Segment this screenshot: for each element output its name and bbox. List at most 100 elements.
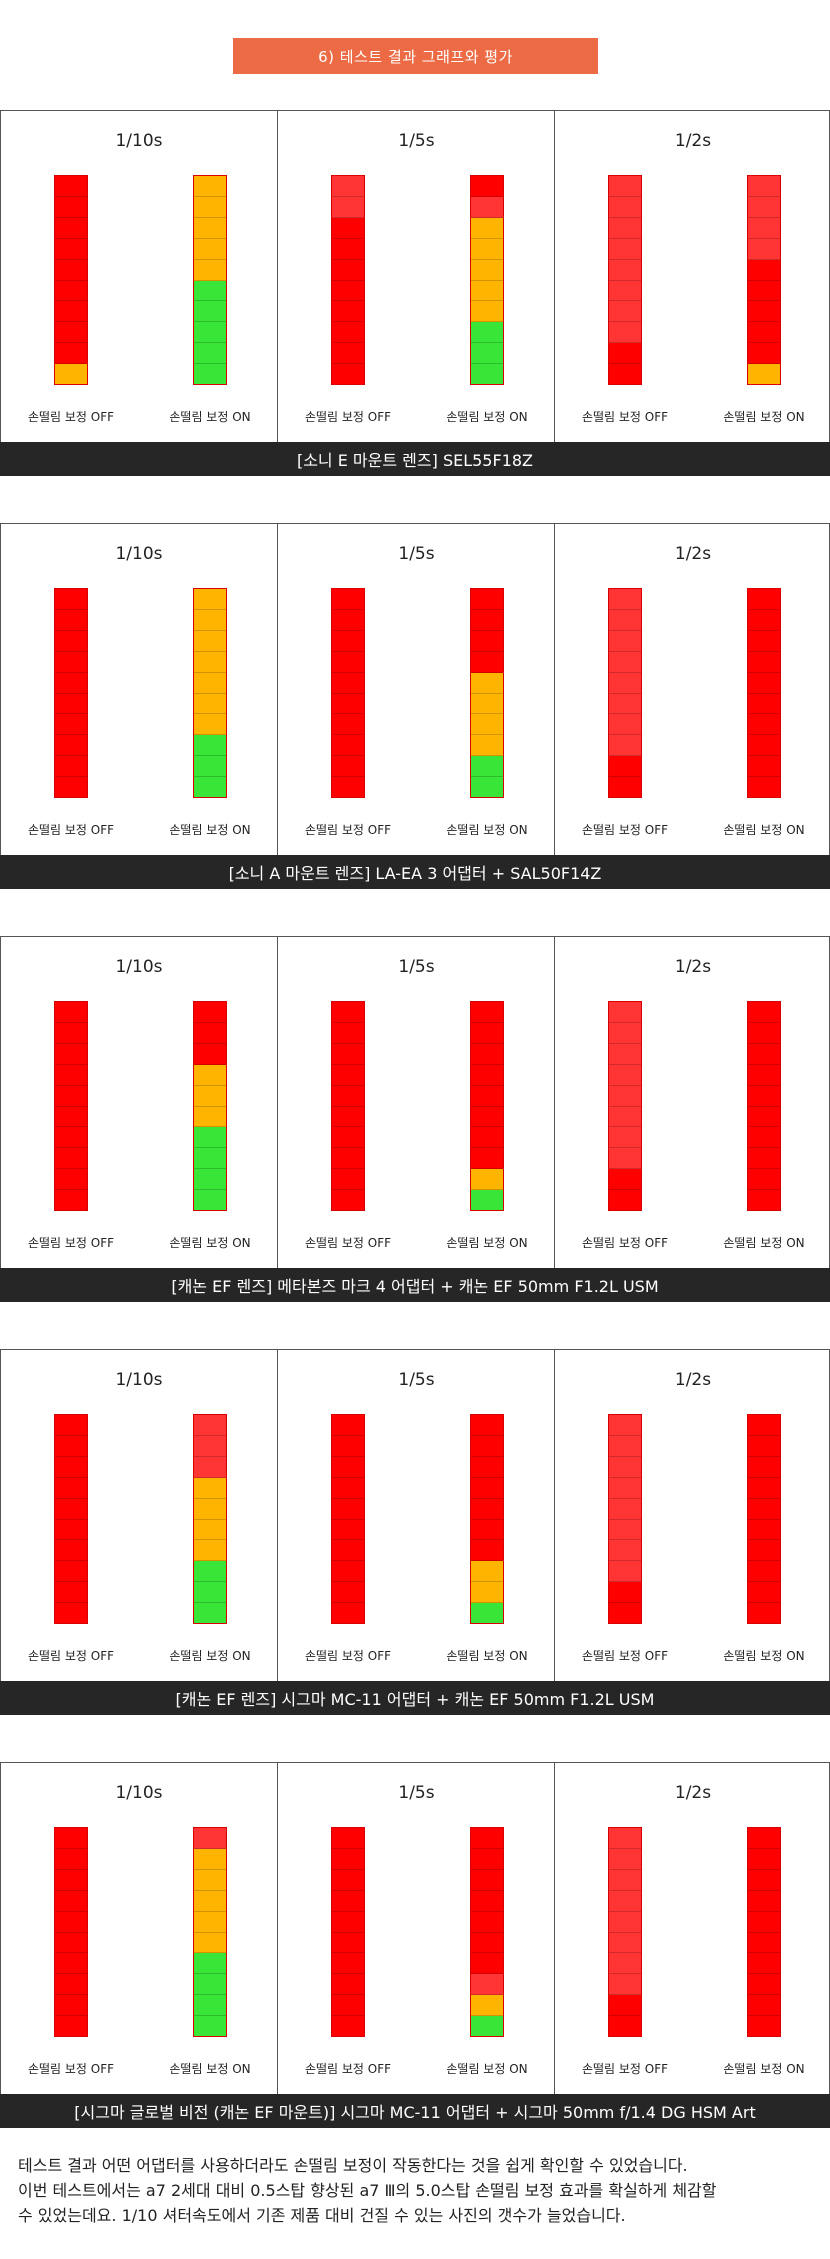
result-segment <box>748 1085 780 1107</box>
result-segment <box>609 322 641 344</box>
result-segment <box>194 693 226 715</box>
result-segment <box>609 651 641 673</box>
result-segment <box>609 1064 641 1086</box>
stabilization-off-bar <box>54 1827 88 2037</box>
result-segment <box>471 259 503 281</box>
shutter-speed-panel: 1/10s 손떨림 보정 OFF 손떨림 보정 ON <box>1 111 277 443</box>
result-segment <box>194 2016 226 2037</box>
result-segment <box>609 1435 641 1457</box>
stabilization-on-bar <box>193 1001 227 1211</box>
result-segment <box>471 176 503 197</box>
result-segment <box>471 322 503 344</box>
result-segment <box>609 343 641 365</box>
stabilization-on-bar <box>747 588 781 798</box>
result-segment <box>194 777 226 798</box>
result-segment <box>55 301 87 323</box>
result-segment <box>194 609 226 631</box>
result-segment <box>55 1415 87 1436</box>
result-segment <box>194 1932 226 1954</box>
result-segment <box>194 364 226 385</box>
stabilization-off-label: 손떨림 보정 OFF <box>581 823 669 837</box>
evaluation-text: 테스트 결과 어떤 어댑터를 사용하더라도 손떨림 보정이 작동한다는 것을 쉽… <box>18 2153 818 2228</box>
result-segment <box>748 1603 780 1624</box>
stabilization-on-label: 손떨림 보정 ON <box>723 1649 805 1663</box>
result-segment <box>332 1911 364 1933</box>
shutter-speed-label: 1/5s <box>398 544 435 564</box>
lens-caption: [소니 E 마운트 렌즈] SEL55F18Z <box>0 442 830 476</box>
result-segment <box>609 1869 641 1891</box>
result-segment <box>55 1953 87 1975</box>
stabilization-on-label: 손떨림 보정 ON <box>723 1236 805 1250</box>
result-segment <box>748 609 780 631</box>
result-segment <box>332 672 364 694</box>
result-segment <box>194 322 226 344</box>
result-segment <box>748 1932 780 1954</box>
result-segment <box>748 1848 780 1870</box>
result-segment <box>471 1456 503 1478</box>
result-segment <box>748 1477 780 1499</box>
result-segment <box>55 176 87 197</box>
result-segment <box>55 1540 87 1562</box>
shutter-speed-panel: 1/10s 손떨림 보정 OFF 손떨림 보정 ON <box>1 524 277 856</box>
result-segment <box>748 1415 780 1436</box>
result-segment <box>471 1869 503 1891</box>
result-segment <box>748 1540 780 1562</box>
result-segment <box>471 1127 503 1149</box>
stabilization-off-label: 손떨림 보정 OFF <box>581 410 669 424</box>
stabilization-off-label: 손떨림 보정 OFF <box>27 1649 115 1663</box>
result-segment <box>194 1953 226 1975</box>
result-segment <box>332 1540 364 1562</box>
result-segment <box>55 630 87 652</box>
result-segment <box>194 1911 226 1933</box>
result-segment <box>332 301 364 323</box>
stabilization-on-label: 손떨림 보정 ON <box>446 410 528 424</box>
result-segment <box>55 1169 87 1191</box>
result-segment <box>194 1603 226 1624</box>
result-segment <box>609 1540 641 1562</box>
result-segment <box>332 1169 364 1191</box>
result-segment <box>748 1519 780 1541</box>
result-segment <box>332 280 364 302</box>
result-segment <box>471 1148 503 1170</box>
result-segment <box>55 1932 87 1954</box>
result-segment <box>332 1148 364 1170</box>
stabilization-on-bar <box>747 1001 781 1211</box>
result-segment <box>609 1603 641 1624</box>
stabilization-on-label: 손떨림 보정 ON <box>169 1236 251 1250</box>
shutter-speed-label: 1/10s <box>115 131 163 151</box>
result-segment <box>609 1022 641 1044</box>
result-segment <box>194 217 226 239</box>
shutter-speed-panel: 1/5s 손떨림 보정 OFF 손떨림 보정 ON <box>277 1763 555 2095</box>
result-segment <box>332 1022 364 1044</box>
result-segment <box>55 1911 87 1933</box>
stabilization-off-label: 손떨림 보정 OFF <box>581 1649 669 1663</box>
result-segment <box>748 1911 780 1933</box>
result-segment <box>332 1582 364 1604</box>
result-segment <box>609 589 641 610</box>
shutter-speed-panel: 1/2s 손떨림 보정 OFF 손떨림 보정 ON <box>554 937 830 1269</box>
result-segment <box>332 176 364 197</box>
result-segment <box>471 1064 503 1086</box>
result-segment <box>471 609 503 631</box>
result-segment <box>609 630 641 652</box>
result-segment <box>748 693 780 715</box>
shutter-speed-panel: 1/5s 손떨림 보정 OFF 손떨림 보정 ON <box>277 1350 555 1682</box>
result-segment <box>471 1043 503 1065</box>
result-segment <box>332 1848 364 1870</box>
stabilization-off-bar <box>608 175 642 385</box>
result-segment <box>609 1911 641 1933</box>
shutter-speed-label: 1/10s <box>115 544 163 564</box>
result-segment <box>194 1498 226 1520</box>
result-segment <box>194 1064 226 1086</box>
result-segment <box>471 1477 503 1499</box>
result-segment <box>194 1148 226 1170</box>
result-segment <box>332 714 364 736</box>
result-segment <box>609 280 641 302</box>
result-segment <box>748 1002 780 1023</box>
result-segment <box>332 217 364 239</box>
result-segment <box>471 1435 503 1457</box>
result-segment <box>332 322 364 344</box>
result-segment <box>194 1435 226 1457</box>
result-segment <box>609 259 641 281</box>
shutter-speed-panel: 1/2s 손떨림 보정 OFF 손떨림 보정 ON <box>554 1350 830 1682</box>
